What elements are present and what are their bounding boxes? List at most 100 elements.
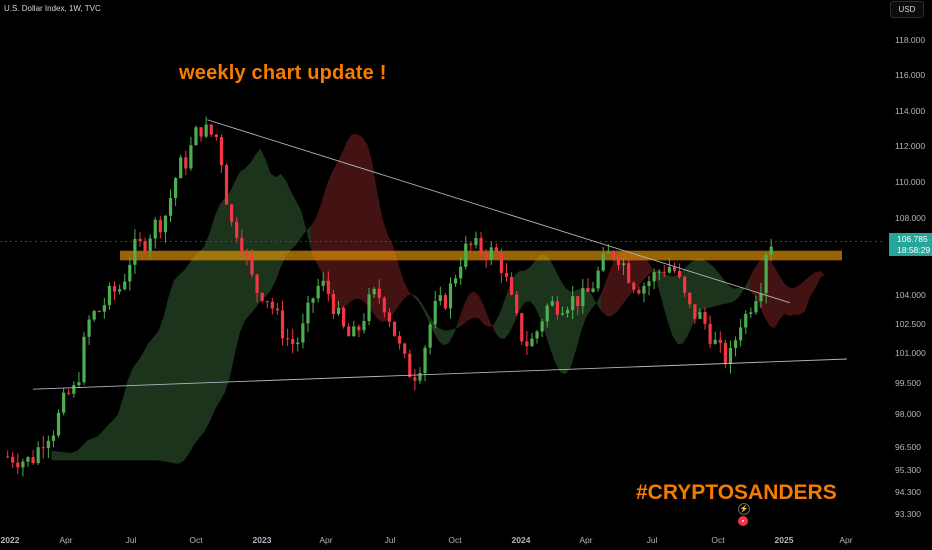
candle bbox=[321, 272, 325, 292]
candle-body bbox=[601, 253, 605, 271]
candle-body bbox=[62, 392, 66, 413]
candle-body bbox=[347, 326, 351, 337]
candle-body bbox=[306, 302, 310, 324]
candle-body bbox=[560, 313, 565, 315]
candle-body bbox=[326, 280, 330, 294]
price-tick-label: 101.000 bbox=[895, 348, 926, 358]
currency-button[interactable]: USD bbox=[890, 1, 924, 18]
ichimoku-cloud bbox=[51, 134, 826, 464]
candle bbox=[683, 275, 687, 298]
candle bbox=[718, 331, 722, 353]
candle bbox=[235, 216, 239, 243]
candle-body bbox=[627, 263, 631, 283]
candle-body bbox=[372, 288, 376, 295]
candle bbox=[601, 247, 605, 273]
candle bbox=[311, 297, 315, 314]
time-tick-label: Apr bbox=[319, 535, 332, 545]
candle bbox=[352, 320, 356, 337]
time-tick-label: Oct bbox=[189, 535, 203, 545]
price-axis: 118.000 116.000 114.000 112.000 110.000 108.0… bbox=[885, 0, 932, 550]
candle-body bbox=[693, 304, 697, 319]
candle bbox=[382, 296, 386, 318]
candle bbox=[744, 310, 748, 335]
candle-body bbox=[199, 127, 203, 137]
candle-body bbox=[275, 308, 280, 311]
candle bbox=[123, 273, 127, 291]
candle bbox=[550, 295, 554, 307]
candle-body bbox=[662, 271, 666, 273]
candle-body bbox=[586, 287, 590, 292]
time-tick-label: Oct bbox=[448, 535, 462, 545]
candle-body bbox=[433, 300, 437, 325]
cloud-bearish bbox=[601, 251, 658, 317]
candle-body bbox=[342, 307, 346, 327]
candle bbox=[459, 256, 463, 285]
candle-body bbox=[489, 247, 493, 260]
candle-body bbox=[632, 282, 636, 290]
candle bbox=[51, 430, 56, 448]
candle bbox=[509, 272, 514, 296]
candle-body bbox=[107, 285, 112, 306]
candle bbox=[647, 275, 651, 296]
candle-body bbox=[296, 342, 300, 344]
candle-body bbox=[739, 327, 743, 341]
candle-body bbox=[474, 237, 478, 246]
candle-body bbox=[133, 238, 137, 265]
candle-body bbox=[443, 295, 448, 309]
candle bbox=[657, 269, 661, 281]
weekly-update-annotation: weekly chart update ! bbox=[179, 62, 387, 84]
candle bbox=[362, 313, 366, 334]
candle bbox=[112, 281, 117, 301]
candle-body bbox=[118, 289, 122, 292]
price-tick-label: 110.000 bbox=[895, 177, 925, 187]
candle-body bbox=[576, 296, 580, 307]
candle-body bbox=[321, 280, 325, 286]
candle-body bbox=[245, 252, 249, 256]
candle bbox=[316, 278, 320, 303]
candle bbox=[189, 136, 193, 171]
candle bbox=[555, 296, 559, 320]
candle-body bbox=[143, 241, 147, 252]
candle bbox=[576, 296, 580, 316]
candle-body bbox=[667, 266, 671, 273]
candle bbox=[728, 340, 733, 374]
candle bbox=[596, 266, 600, 292]
candle-body bbox=[453, 278, 458, 284]
lightning-icon[interactable]: ⚡ bbox=[738, 503, 750, 515]
candle bbox=[16, 453, 20, 475]
candle-body bbox=[77, 382, 81, 386]
candle bbox=[102, 297, 106, 319]
candle bbox=[586, 278, 590, 293]
candle bbox=[662, 265, 666, 278]
candle-body bbox=[11, 456, 15, 463]
event-icon[interactable]: ▪ bbox=[738, 516, 748, 526]
candle bbox=[199, 127, 203, 142]
candle bbox=[133, 229, 137, 274]
candle-body bbox=[499, 252, 504, 273]
time-tick-label: Apr bbox=[579, 535, 592, 545]
candle bbox=[77, 372, 81, 388]
candle bbox=[504, 263, 509, 282]
price-tick-label: 96.500 bbox=[895, 442, 921, 452]
candle-body bbox=[36, 447, 40, 464]
candle-body bbox=[423, 347, 427, 374]
candle-body bbox=[515, 294, 519, 314]
price-tick-label: 112.000 bbox=[895, 141, 925, 151]
candle-body bbox=[769, 246, 773, 255]
candle bbox=[545, 303, 549, 328]
candle-body bbox=[555, 301, 559, 315]
candle-body bbox=[357, 326, 361, 331]
candle bbox=[428, 321, 432, 355]
trendlines bbox=[32, 119, 848, 390]
candle bbox=[453, 274, 458, 287]
candle-body bbox=[749, 312, 753, 314]
candle-body bbox=[31, 457, 35, 464]
candle-body bbox=[535, 331, 539, 339]
candle-body bbox=[92, 311, 96, 320]
resistance-zone bbox=[0, 241, 885, 261]
candle-body bbox=[571, 296, 575, 310]
candle bbox=[148, 234, 152, 259]
candle-body bbox=[87, 319, 91, 337]
candle bbox=[387, 308, 392, 328]
